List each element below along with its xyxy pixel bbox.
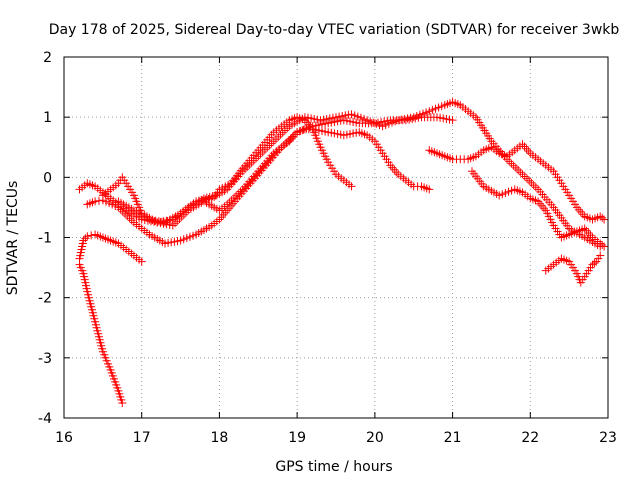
y-tick-label: 0 <box>43 170 52 186</box>
x-tick-label: 22 <box>521 430 539 446</box>
data-point-markers <box>98 125 434 230</box>
series-track-9 <box>541 251 605 287</box>
x-tick-label: 23 <box>599 430 617 446</box>
y-tick-label: 1 <box>43 110 52 126</box>
y-axis-label: SDTVAR / TECUs <box>5 181 21 296</box>
axis-ticks: 16 17 18 19 20 21 22 23 -4 -3 -2 -1 0 1 2 <box>38 50 617 446</box>
x-tick-label: 21 <box>444 430 462 446</box>
x-tick-label: 18 <box>211 430 229 446</box>
x-axis-label: GPS time / hours <box>275 459 392 475</box>
x-tick-label: 16 <box>55 430 73 446</box>
series-track-5 <box>98 125 434 230</box>
x-tick-label: 17 <box>133 430 151 446</box>
y-tick-label: 2 <box>43 50 52 66</box>
series-track-2 <box>75 230 146 266</box>
data-point-markers <box>83 113 457 248</box>
series-track-4 <box>83 113 457 248</box>
y-tick-label: -1 <box>38 231 52 247</box>
data-point-markers <box>541 251 605 287</box>
series-track-1 <box>75 260 127 407</box>
x-tick-label: 19 <box>288 430 306 446</box>
x-tick-label: 20 <box>366 430 384 446</box>
grid <box>64 57 608 418</box>
y-tick-label: -2 <box>38 291 52 307</box>
y-tick-label: -3 <box>38 351 52 367</box>
data-point-markers <box>75 260 127 407</box>
data-point-markers <box>468 167 609 251</box>
series-track-8 <box>468 167 609 251</box>
y-tick-label: -4 <box>38 411 52 427</box>
data-point-markers <box>425 140 609 224</box>
data-points <box>75 98 609 407</box>
chart-title: Day 178 of 2025, Sidereal Day-to-day VTE… <box>49 22 620 38</box>
data-point-markers <box>75 230 146 266</box>
series-track-7 <box>425 140 609 224</box>
